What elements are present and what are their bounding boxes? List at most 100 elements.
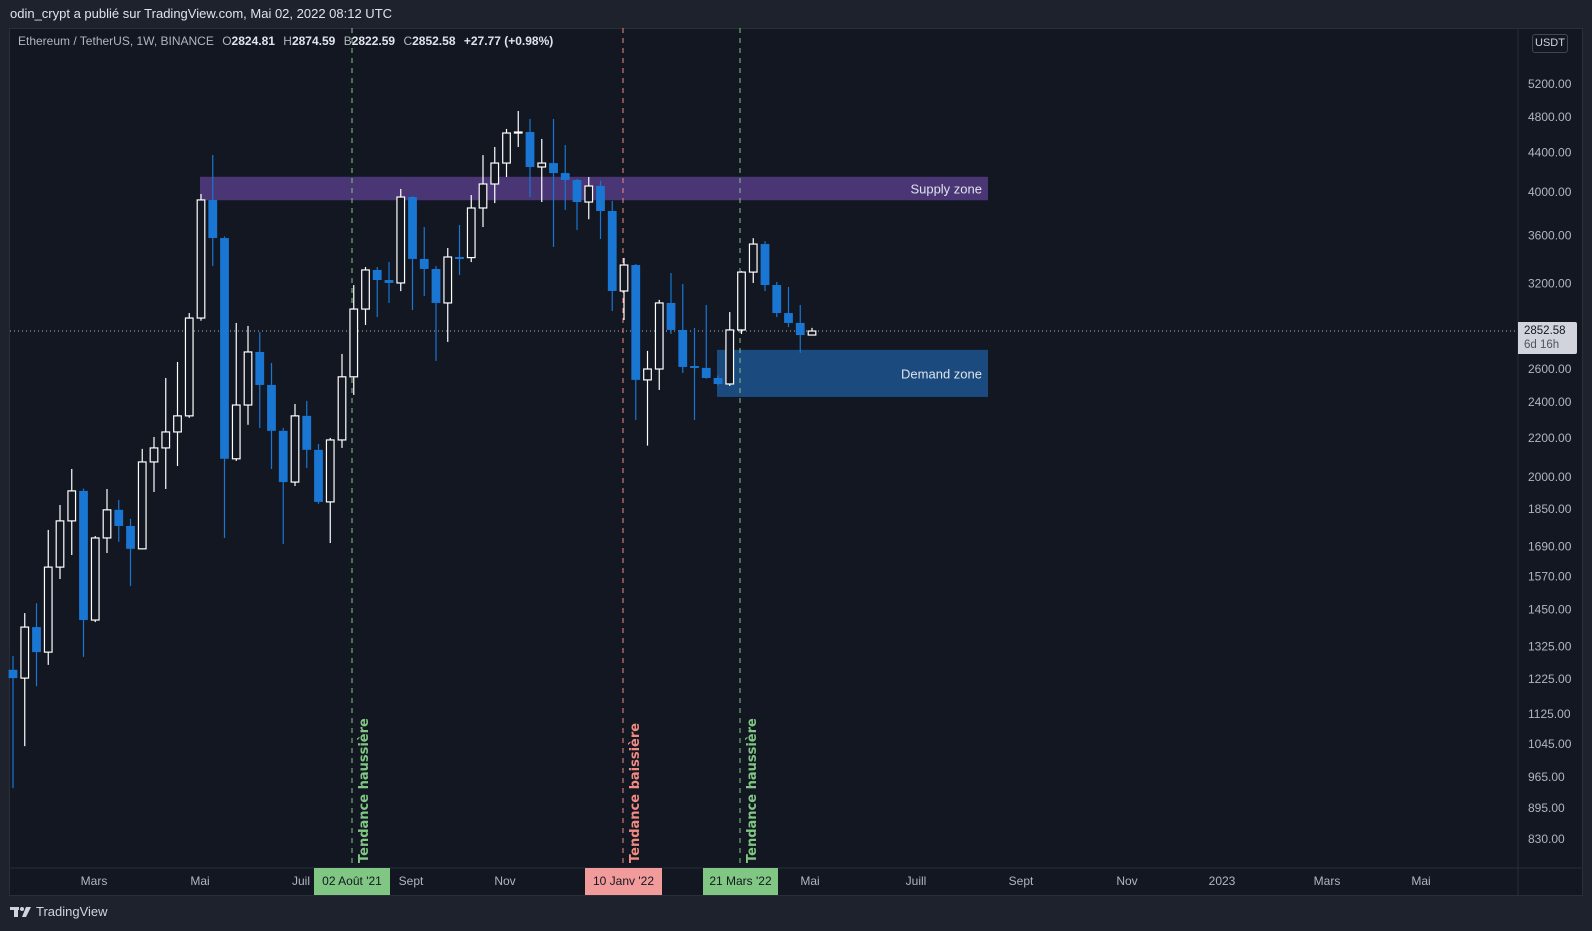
candle[interactable] xyxy=(396,188,406,292)
candle[interactable] xyxy=(537,138,547,203)
candle[interactable] xyxy=(560,145,570,210)
candle[interactable] xyxy=(572,178,582,231)
candle[interactable] xyxy=(114,499,124,542)
candle[interactable] xyxy=(584,176,594,220)
candle[interactable] xyxy=(314,443,323,504)
candle[interactable] xyxy=(20,613,30,747)
candle-body-up xyxy=(748,243,758,273)
candle[interactable] xyxy=(55,504,65,580)
candle[interactable] xyxy=(455,225,464,276)
candle[interactable] xyxy=(784,286,793,328)
candle[interactable] xyxy=(137,448,147,550)
candle-body-down xyxy=(784,313,793,323)
candle[interactable] xyxy=(255,331,265,428)
candle[interactable] xyxy=(67,468,77,555)
candle[interactable] xyxy=(737,271,746,334)
candle[interactable] xyxy=(231,322,241,461)
candle[interactable] xyxy=(772,281,782,318)
candle[interactable] xyxy=(149,436,159,492)
candle-body-down xyxy=(208,199,218,239)
candle[interactable] xyxy=(431,266,441,361)
candle[interactable] xyxy=(243,325,253,425)
candle[interactable] xyxy=(184,313,194,418)
candle-body-up xyxy=(90,537,100,621)
candle[interactable] xyxy=(619,257,629,321)
candle[interactable] xyxy=(372,266,382,318)
publisher-line: odin_crypt a publié sur TradingView.com,… xyxy=(10,6,393,21)
candle[interactable] xyxy=(513,110,523,147)
candle-body-down xyxy=(79,490,88,621)
last-price-label: 2852.58 6d 16h xyxy=(1518,322,1577,354)
candle[interactable] xyxy=(596,180,605,239)
candle[interactable] xyxy=(631,264,641,420)
candle[interactable] xyxy=(549,118,558,247)
candle-body-down xyxy=(32,627,41,653)
currency-badge[interactable]: USDT xyxy=(1532,34,1568,53)
candle-body-up xyxy=(337,376,347,441)
candle[interactable] xyxy=(208,155,218,266)
candle[interactable] xyxy=(325,437,335,543)
candle[interactable] xyxy=(173,361,182,466)
candle-body-up xyxy=(231,404,241,460)
candle[interactable] xyxy=(701,304,711,379)
candle[interactable] xyxy=(161,377,171,489)
price-tick-label: 4400.00 xyxy=(1528,146,1572,160)
demand-zone-label: Demand zone xyxy=(901,366,982,381)
candle[interactable] xyxy=(643,350,652,446)
candle-body-up xyxy=(619,264,629,292)
candle[interactable] xyxy=(748,238,758,283)
candle[interactable] xyxy=(290,403,300,487)
candle[interactable] xyxy=(443,248,453,342)
candle[interactable] xyxy=(302,400,312,468)
candle-body-up xyxy=(349,308,359,378)
candle[interactable] xyxy=(43,529,53,665)
candle[interactable] xyxy=(478,155,488,228)
candle[interactable] xyxy=(607,200,617,311)
ohlc-close: C2852.58 xyxy=(403,34,456,48)
candle[interactable] xyxy=(525,118,535,198)
candle[interactable] xyxy=(725,312,735,386)
candle[interactable] xyxy=(795,304,805,353)
price-tick-label: 895.00 xyxy=(1528,801,1565,815)
candle[interactable] xyxy=(196,193,206,321)
candle-body-up xyxy=(396,196,406,284)
candle[interactable] xyxy=(32,603,41,687)
candle[interactable] xyxy=(807,327,817,336)
candle[interactable] xyxy=(126,518,135,586)
candle[interactable] xyxy=(384,261,394,303)
candle[interactable] xyxy=(666,273,676,334)
price-tick-label: 1045.00 xyxy=(1528,737,1572,751)
candle[interactable] xyxy=(8,655,18,789)
demand-zone[interactable] xyxy=(717,349,988,397)
candle[interactable] xyxy=(713,375,723,386)
candle[interactable] xyxy=(102,488,112,554)
candle[interactable] xyxy=(267,362,276,469)
candle[interactable] xyxy=(654,299,664,390)
candle[interactable] xyxy=(760,241,770,292)
supply-zone[interactable] xyxy=(200,176,988,201)
candle[interactable] xyxy=(419,227,429,297)
candle-body-down xyxy=(690,366,699,369)
time-tick-label: Sept xyxy=(398,874,424,888)
candle[interactable] xyxy=(220,236,229,538)
candle[interactable] xyxy=(466,195,476,263)
candle[interactable] xyxy=(690,327,699,420)
candle[interactable] xyxy=(278,427,288,544)
candle[interactable] xyxy=(90,536,100,623)
candle[interactable] xyxy=(349,285,359,395)
candle-body-down xyxy=(384,280,394,283)
candle[interactable] xyxy=(502,128,511,177)
candle[interactable] xyxy=(361,266,370,325)
candle[interactable] xyxy=(408,196,417,311)
candle[interactable] xyxy=(79,488,88,657)
candle[interactable] xyxy=(490,146,500,204)
vline-date-label-3: 21 Mars '22 xyxy=(703,868,778,895)
candle[interactable] xyxy=(678,283,688,373)
tradingview-logo[interactable]: TradingView xyxy=(10,904,108,919)
price-tick-label: 1850.00 xyxy=(1528,502,1572,516)
candle[interactable] xyxy=(337,353,347,448)
candle-body-up xyxy=(537,162,547,168)
trend-vline-label: Tendance baissière xyxy=(628,723,643,863)
candle-body-up xyxy=(807,330,817,336)
